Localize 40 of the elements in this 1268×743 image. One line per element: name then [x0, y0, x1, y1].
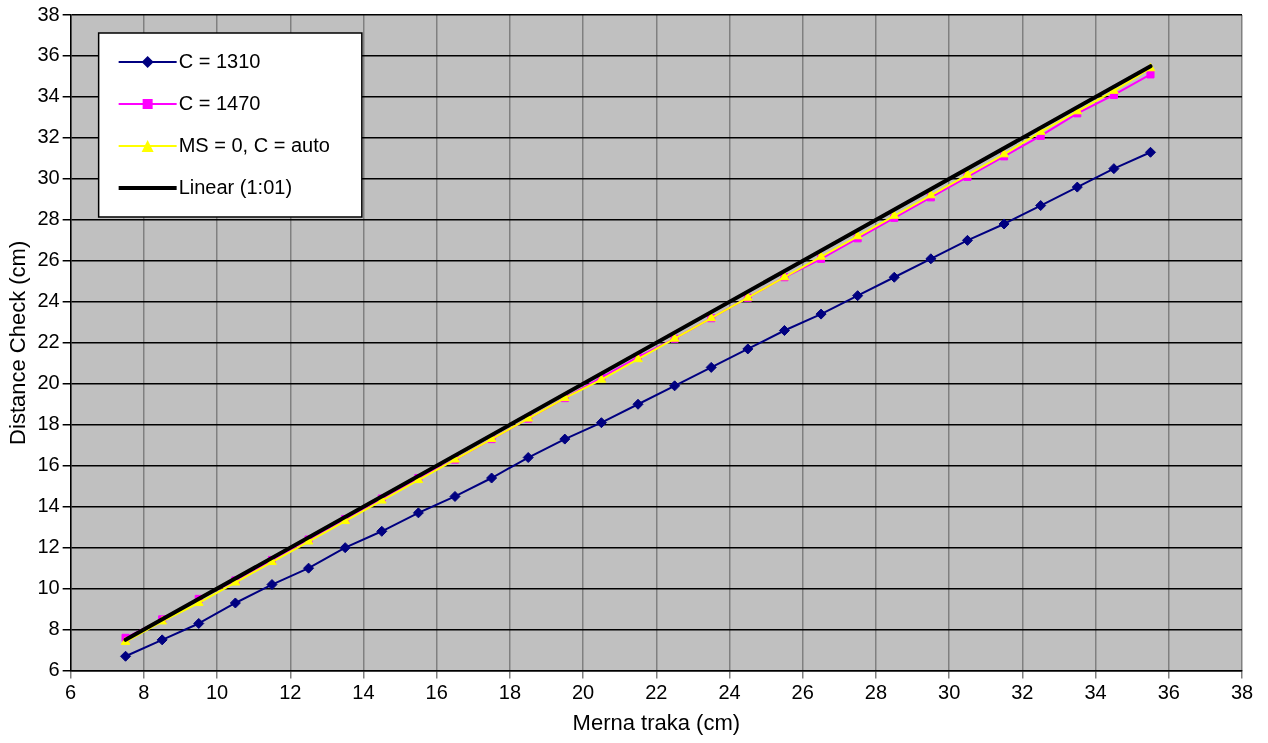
- legend-label: Linear (1:01): [178, 175, 293, 198]
- y-tick-label: 32: [37, 125, 60, 148]
- y-tick-label: 18: [37, 412, 60, 435]
- x-axis-title: Merna traka (cm): [572, 709, 741, 735]
- x-tick-label: 16: [425, 681, 448, 704]
- y-tick-label: 22: [37, 330, 60, 353]
- y-tick-label: 24: [37, 289, 60, 312]
- y-tick-label: 26: [37, 248, 60, 271]
- y-tick-label: 38: [37, 2, 60, 25]
- y-tick-label: 34: [37, 84, 60, 107]
- y-tick-label: 10: [37, 576, 60, 599]
- legend-label: C = 1470: [178, 91, 261, 114]
- y-tick-label: 12: [37, 535, 60, 558]
- y-tick-label: 6: [48, 658, 60, 681]
- x-tick-label: 28: [864, 681, 888, 704]
- y-tick-label: 36: [37, 43, 60, 66]
- x-tick-label: 14: [352, 681, 375, 704]
- y-tick-label: 30: [37, 166, 60, 189]
- x-tick-label: 38: [1230, 681, 1254, 704]
- y-tick-label: 8: [48, 617, 60, 640]
- x-tick-label: 26: [791, 681, 814, 704]
- x-tick-label: 10: [205, 681, 229, 704]
- y-tick-label: 16: [37, 453, 60, 476]
- x-tick-label: 22: [645, 681, 668, 704]
- x-tick-label: 18: [498, 681, 522, 704]
- x-tick-label: 24: [718, 681, 741, 704]
- legend-label: C = 1310: [178, 49, 261, 72]
- x-tick-label: 32: [1011, 681, 1034, 704]
- y-tick-label: 20: [37, 371, 60, 394]
- y-tick-label: 28: [37, 207, 60, 230]
- x-tick-label: 36: [1157, 681, 1180, 704]
- x-tick-label: 34: [1084, 681, 1107, 704]
- x-tick-label: 30: [938, 681, 961, 704]
- x-tick-label: 8: [138, 681, 150, 704]
- y-tick-label: 14: [37, 494, 60, 517]
- x-tick-label: 20: [571, 681, 595, 704]
- legend-label: MS = 0, C = auto: [178, 133, 330, 156]
- x-tick-label: 6: [65, 681, 77, 704]
- x-tick-label: 12: [279, 681, 302, 704]
- y-axis-title: Distance Check (cm): [5, 240, 31, 445]
